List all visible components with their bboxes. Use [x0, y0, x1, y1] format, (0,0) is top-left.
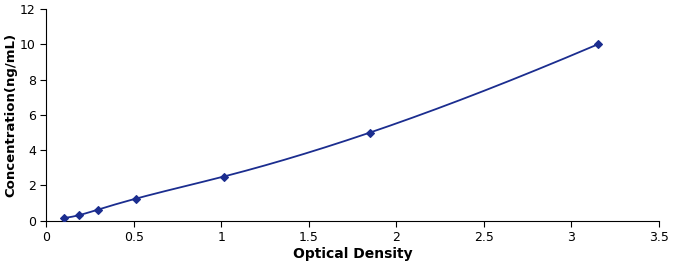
X-axis label: Optical Density: Optical Density	[293, 247, 413, 261]
Y-axis label: Concentration(ng/mL): Concentration(ng/mL)	[4, 33, 17, 197]
